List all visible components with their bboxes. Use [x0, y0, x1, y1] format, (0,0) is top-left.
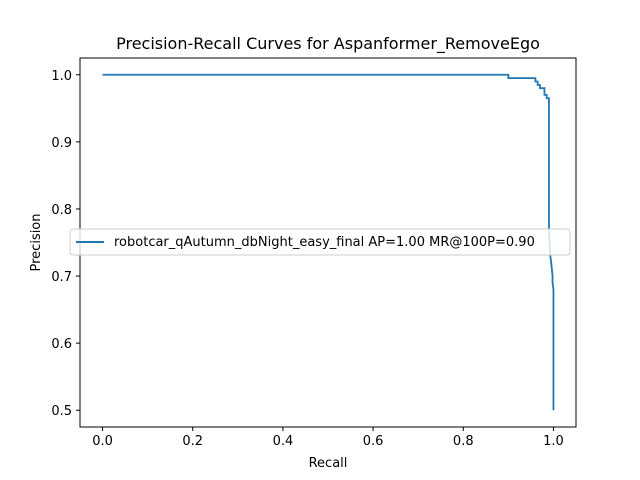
- y-tick-label: 1.0: [51, 69, 72, 84]
- y-tick-label: 0.9: [51, 136, 72, 151]
- y-axis: 0.5 0.6 0.7 0.8 0.9 1.0: [51, 69, 80, 419]
- y-tick-label: 0.8: [51, 203, 72, 218]
- y-tick-label: 0.7: [51, 270, 72, 285]
- series-line: [102, 73, 555, 411]
- legend-entry-label: robotcar_qAutumn_dbNight_easy_final AP=1…: [114, 235, 535, 250]
- x-tick-label: 0.0: [92, 434, 113, 449]
- x-axis-label: Recall: [309, 456, 348, 471]
- x-tick-label: 0.4: [273, 434, 294, 449]
- x-tick-label: 0.2: [182, 434, 203, 449]
- x-axis: 0.0 0.2 0.4 0.6 0.8 1.0: [92, 427, 564, 449]
- x-tick-label: 0.6: [363, 434, 384, 449]
- legend-box: [69, 228, 571, 256]
- y-tick-label: 0.6: [51, 337, 72, 352]
- y-tick-label: 0.5: [51, 404, 72, 419]
- chart-title: Precision-Recall Curves for Aspanformer_…: [116, 34, 540, 54]
- y-axis-label: Precision: [29, 213, 44, 271]
- x-tick-label: 0.8: [453, 434, 474, 449]
- plot-area: [102, 73, 555, 411]
- x-tick-label: 1.0: [543, 434, 564, 449]
- legend: robotcar_qAutumn_dbNight_easy_final AP=1…: [69, 228, 571, 256]
